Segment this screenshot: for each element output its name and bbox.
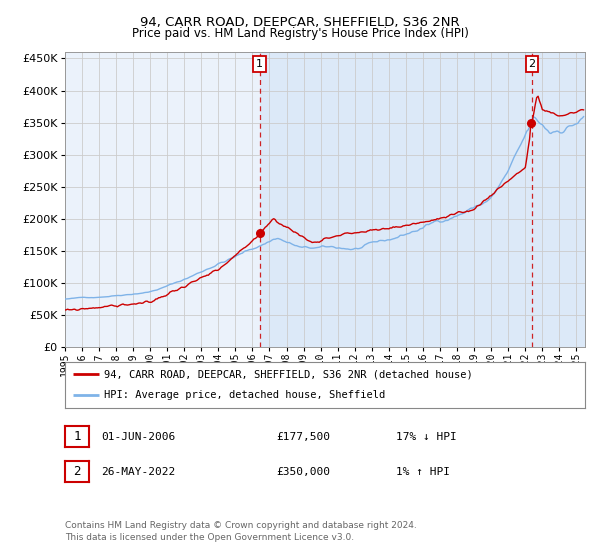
Text: 1% ↑ HPI: 1% ↑ HPI: [396, 466, 450, 477]
Text: 01-JUN-2006: 01-JUN-2006: [101, 432, 175, 442]
Text: Price paid vs. HM Land Registry's House Price Index (HPI): Price paid vs. HM Land Registry's House …: [131, 27, 469, 40]
Text: 2: 2: [73, 465, 80, 478]
Text: HPI: Average price, detached house, Sheffield: HPI: Average price, detached house, Shef…: [104, 390, 385, 400]
Text: 1: 1: [256, 59, 263, 69]
Text: 17% ↓ HPI: 17% ↓ HPI: [396, 432, 457, 442]
Text: 94, CARR ROAD, DEEPCAR, SHEFFIELD, S36 2NR: 94, CARR ROAD, DEEPCAR, SHEFFIELD, S36 2…: [140, 16, 460, 29]
Text: 94, CARR ROAD, DEEPCAR, SHEFFIELD, S36 2NR (detached house): 94, CARR ROAD, DEEPCAR, SHEFFIELD, S36 2…: [104, 369, 473, 379]
Text: Contains HM Land Registry data © Crown copyright and database right 2024.
This d: Contains HM Land Registry data © Crown c…: [65, 521, 416, 542]
Text: £177,500: £177,500: [276, 432, 330, 442]
Text: 26-MAY-2022: 26-MAY-2022: [101, 466, 175, 477]
Bar: [65, 52, 260, 347]
Text: 2: 2: [529, 59, 536, 69]
Text: 1: 1: [73, 430, 80, 444]
Text: £350,000: £350,000: [276, 466, 330, 477]
